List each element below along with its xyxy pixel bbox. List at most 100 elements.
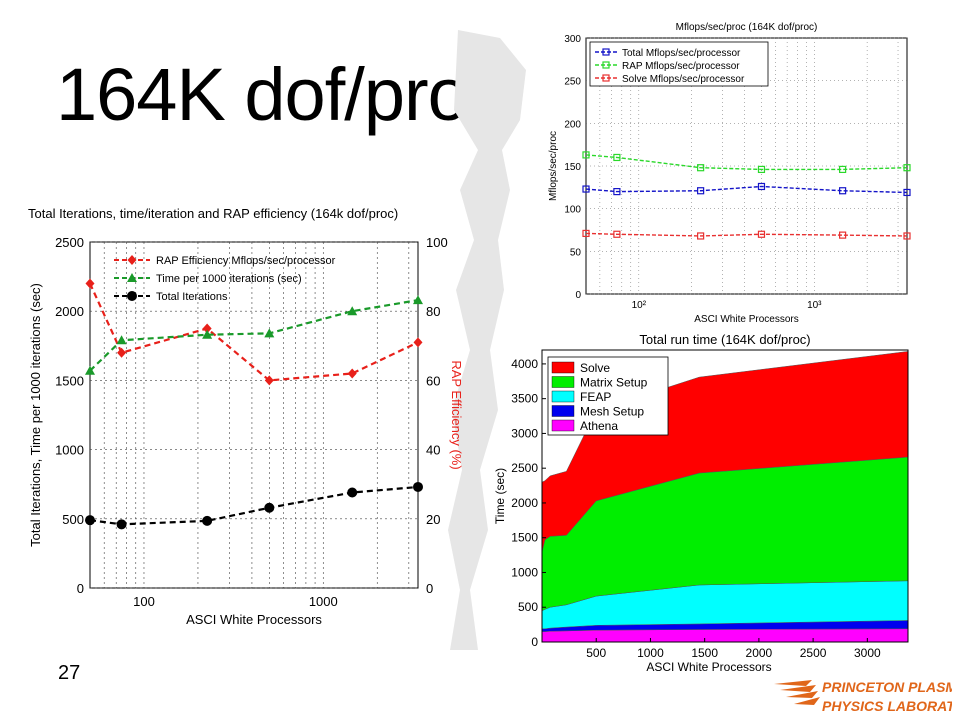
data-point	[697, 232, 705, 240]
data-point	[85, 365, 95, 375]
data-point	[202, 329, 213, 339]
data-point	[413, 481, 423, 492]
x-axis-label: ASCI White Processors	[646, 660, 771, 674]
series-1	[582, 151, 911, 174]
y2-tick-label: 20	[426, 512, 440, 527]
chart-title: Mflops/sec/proc (164K dof/proc)	[676, 22, 818, 33]
data-point	[697, 164, 705, 172]
y-tick-label: 0	[77, 581, 84, 596]
legend-label: Matrix Setup	[580, 376, 648, 390]
y-tick-label: 150	[564, 162, 581, 173]
iterations-chart: Total Iterations, time/iteration and RAP…	[24, 196, 464, 636]
mflops-chart: Mflops/sec/proc (164K dof/proc) 0 50 100 150…	[542, 16, 914, 332]
x-tick-label: 10²	[632, 300, 647, 311]
y2-tick-label: 100	[426, 235, 448, 250]
y-tick-label: 0	[531, 635, 538, 649]
y-tick-label: 3500	[511, 392, 538, 406]
y-tick-label: 1000	[55, 443, 84, 458]
data-point	[116, 335, 127, 345]
y-tick-label: 500	[518, 600, 538, 614]
legend-label: Total Iterations	[156, 291, 228, 303]
data-point	[202, 515, 213, 526]
y-tick-label: 3000	[511, 426, 538, 440]
legend-label: FEAP	[580, 390, 611, 404]
chart-title: Total Iterations, time/iteration and RAP…	[28, 206, 398, 221]
legend-label: Solve	[580, 361, 610, 375]
legend-label: RAP Efficiency Mflops/sec/processor	[156, 255, 336, 267]
plot-frame	[541, 349, 909, 643]
data-point	[839, 187, 847, 195]
series-2	[85, 481, 423, 530]
y-tick-label: 1000	[511, 565, 538, 579]
y-axis-label: Mflops/sec/proc	[548, 131, 559, 201]
legend: RAP Efficiency Mflops/sec/processor Time …	[114, 255, 336, 303]
data-point	[613, 230, 621, 238]
legend-label: Time per 1000 iterations (sec)	[156, 273, 302, 285]
data-point	[413, 337, 423, 348]
legend-label: RAP Mflops/sec/processor	[622, 61, 740, 72]
legend-marker	[602, 48, 610, 56]
data-point	[347, 368, 357, 379]
data-point	[264, 328, 275, 338]
data-point	[413, 295, 423, 305]
y2-axis-label: RAP Efficiency (%)	[449, 360, 464, 469]
data-point	[582, 151, 590, 159]
data-point	[202, 323, 212, 334]
data-point	[117, 347, 127, 358]
y-tick-label: 300	[564, 34, 581, 45]
series-line	[585, 232, 908, 237]
legend-label: Athena	[580, 419, 618, 433]
legend: Total Mflops/sec/processor RAP Mflops/sec…	[589, 41, 769, 87]
area-athena	[541, 628, 909, 643]
page-number: 27	[58, 662, 81, 684]
x-tick-label: 3000	[854, 646, 881, 660]
data-point	[757, 182, 766, 191]
x-tick-label: 1000	[637, 646, 664, 660]
y2-tick-label: 0	[426, 581, 433, 596]
chart-title: Total run time (164K dof/proc)	[639, 332, 810, 347]
data-point	[582, 185, 590, 193]
logo-line-1: PRINCETON PLASMA	[822, 679, 952, 695]
y-tick-label: 200	[564, 119, 581, 130]
y-tick-label: 250	[564, 77, 581, 88]
legend-marker	[602, 61, 610, 69]
legend-marker	[127, 255, 137, 265]
data-point	[903, 232, 911, 240]
y-tick-label: 1500	[511, 531, 538, 545]
legend-label: Total Mflops/sec/processor	[622, 48, 741, 59]
data-point	[85, 515, 95, 526]
data-point	[264, 375, 274, 386]
series-1	[85, 295, 423, 375]
data-point	[85, 278, 95, 289]
y-axis-label: Time (sec)	[493, 468, 507, 524]
y-tick-label: 1500	[55, 373, 84, 388]
data-point	[582, 229, 590, 238]
y2-tick-label: 40	[426, 443, 440, 458]
y2-tick-label: 80	[426, 304, 440, 319]
x-tick-label: 500	[586, 646, 606, 660]
legend-marker	[602, 74, 610, 82]
legend-marker	[127, 291, 137, 301]
x-tick-label: 1000	[309, 594, 338, 609]
data-point	[116, 519, 127, 530]
logo-swoosh-icon	[774, 680, 820, 705]
data-point	[903, 164, 911, 172]
legend-swatch	[551, 405, 575, 417]
y-tick-label: 2500	[511, 461, 538, 475]
y-tick-label: 2500	[55, 235, 84, 250]
runtime-chart: Total run time (164K dof/proc) 0 500 1000 15…	[490, 328, 914, 674]
legend-swatch	[551, 376, 575, 388]
data-point	[697, 187, 705, 195]
slide-title: 164K dof/proc	[56, 53, 505, 136]
data-point	[839, 165, 847, 174]
x-tick-label: 10³	[807, 300, 822, 311]
series-0	[85, 278, 423, 386]
data-point	[264, 502, 275, 513]
data-point	[347, 306, 358, 316]
legend-swatch	[551, 390, 575, 403]
legend-swatch	[551, 419, 575, 432]
data-point	[347, 487, 358, 498]
y-tick-label: 50	[570, 247, 582, 258]
data-point	[757, 230, 766, 238]
